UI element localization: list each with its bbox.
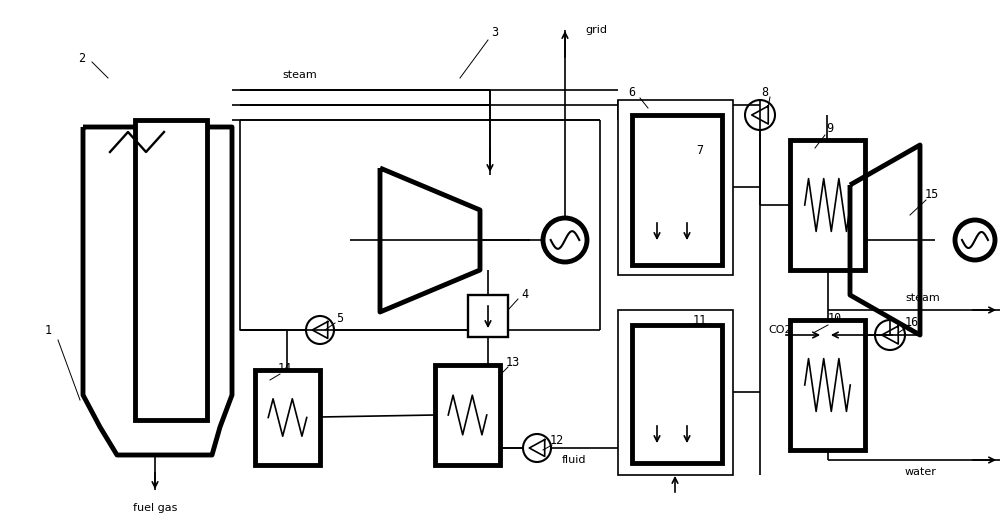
Text: 2: 2: [78, 52, 86, 65]
Text: 14: 14: [278, 362, 292, 374]
Text: 5: 5: [336, 312, 344, 325]
Bar: [618, 100, 733, 275]
Text: water: water: [905, 467, 937, 477]
Text: 9: 9: [826, 122, 834, 135]
Bar: [632, 325, 722, 463]
Bar: [255, 370, 320, 465]
Text: 4: 4: [521, 289, 529, 302]
Text: 1: 1: [44, 324, 52, 337]
Text: 12: 12: [550, 433, 564, 446]
Text: 16: 16: [905, 315, 919, 328]
Text: steam: steam: [905, 293, 940, 303]
Text: 13: 13: [506, 355, 520, 369]
Text: 15: 15: [925, 188, 939, 201]
Bar: [468, 295, 508, 337]
Text: 11: 11: [693, 314, 707, 326]
Text: 3: 3: [491, 26, 499, 39]
Bar: [632, 115, 722, 265]
Bar: [435, 365, 500, 465]
Text: steam: steam: [283, 70, 317, 80]
Text: CO2: CO2: [768, 325, 792, 335]
Text: 8: 8: [761, 86, 769, 99]
Bar: [618, 310, 733, 475]
Text: 10: 10: [828, 312, 842, 325]
Bar: [790, 320, 865, 450]
Bar: [790, 140, 865, 270]
Text: grid: grid: [585, 25, 607, 35]
Text: 7: 7: [696, 144, 704, 157]
Bar: [135, 120, 207, 420]
Text: 6: 6: [628, 86, 636, 99]
Text: fluid: fluid: [562, 455, 586, 465]
Text: fuel gas: fuel gas: [133, 503, 177, 513]
